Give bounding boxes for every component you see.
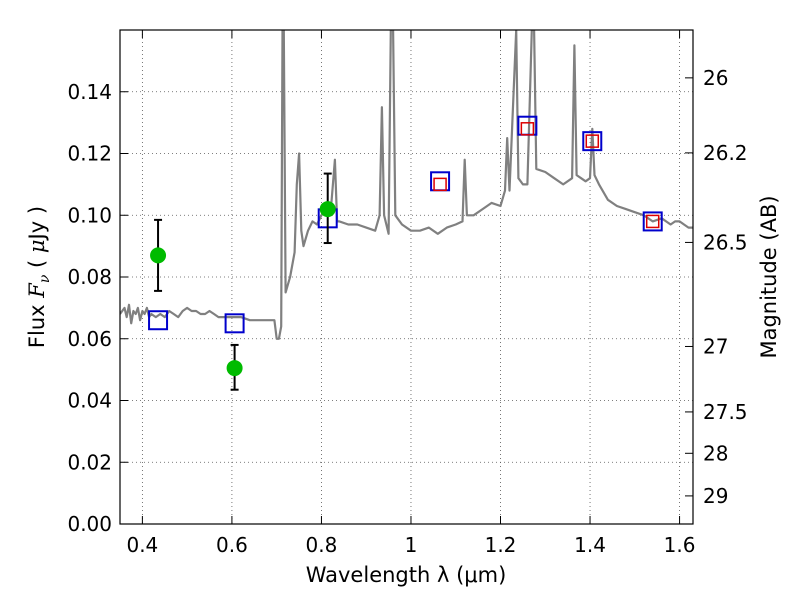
y-right-tick-label: 28 <box>703 441 728 465</box>
data-markers <box>148 115 663 391</box>
y-right-tick-label: 26.2 <box>703 141 748 165</box>
model-square-red <box>520 122 535 136</box>
y-right-tick-label: 27.5 <box>703 400 748 424</box>
model-square-blue <box>642 211 663 232</box>
y-tick-label: 0.00 <box>67 512 112 536</box>
y-right-tick-label: 26 <box>703 66 728 90</box>
x-axis-title: Wavelength λ (μm) <box>306 563 507 587</box>
x-tick-label: 0.6 <box>216 533 248 557</box>
y-tick-label: 0.04 <box>67 389 112 413</box>
observed-point <box>319 201 336 218</box>
model-square-red <box>585 134 600 148</box>
model-square-blue <box>582 131 603 152</box>
x-tick-label: 1.6 <box>664 533 696 557</box>
x-tick-label: 0.4 <box>126 533 158 557</box>
observed-point <box>226 360 243 377</box>
x-tick-label: 0.8 <box>306 533 338 557</box>
y-axis-title: Flux Fν ( μJy ) <box>25 206 53 348</box>
y-axis-right: 26 26.2 26.5 27 27.5 28 29 <box>685 66 748 508</box>
plot-background <box>120 30 693 524</box>
model-square-blue <box>148 310 169 331</box>
x-tick-label: 1.2 <box>485 533 517 557</box>
model-square-red <box>433 177 447 192</box>
y-tick-label: 0.14 <box>67 80 112 104</box>
y-right-tick-label: 29 <box>703 484 728 508</box>
y-tick-label: 0.02 <box>67 450 112 474</box>
y-tick-label: 0.12 <box>67 142 112 166</box>
y-right-tick-label: 26.5 <box>703 230 748 254</box>
x-tick-label: 1.4 <box>574 533 606 557</box>
y-right-tick-label: 27 <box>703 334 728 358</box>
x-tick-label: 1 <box>405 533 418 557</box>
y-tick-label: 0.08 <box>67 265 112 289</box>
y-axis-right-title: Magnitude (AB) <box>757 195 781 358</box>
model-spectrum-line <box>120 30 693 340</box>
model-square-red <box>645 214 660 229</box>
y-tick-label: 0.10 <box>67 203 112 227</box>
y-tick-label: 0.06 <box>67 327 112 351</box>
observed-point <box>150 247 167 264</box>
x-axis: 0.4 0.6 0.8 1 1.2 1.4 1.6 <box>126 30 695 557</box>
y-axis-left: 0.00 0.02 0.04 0.06 0.08 0.10 0.12 0.14 <box>67 80 128 536</box>
model-square-blue <box>224 313 245 334</box>
